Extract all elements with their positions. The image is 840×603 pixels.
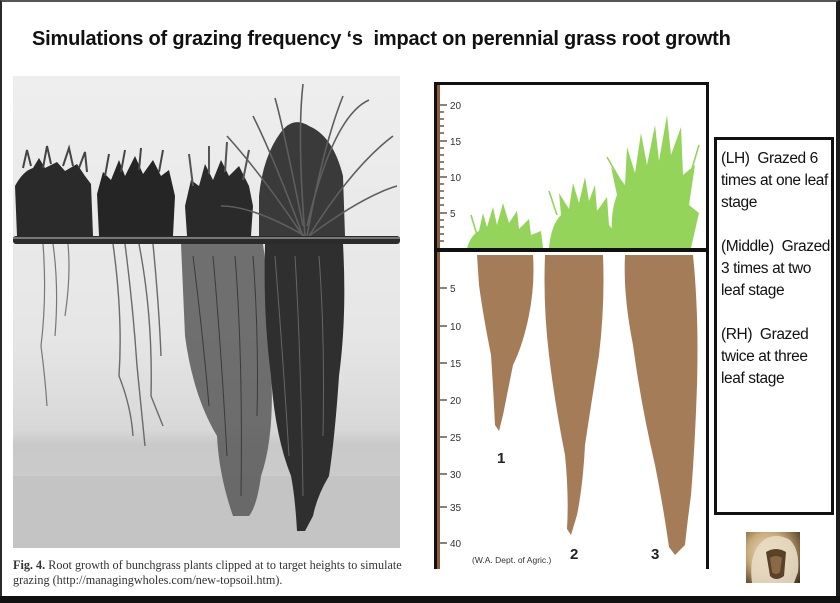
root-depth-illustration: 20 15 10 5 5 10 15 20 25 30 35 40 1 2 3 … — [434, 82, 709, 569]
plant-label-2: 2 — [570, 546, 578, 563]
tick-35-below: 35 — [450, 503, 462, 514]
bottom-bar — [0, 596, 840, 603]
figure-credit: (W.A. Dept. of Agric.) — [472, 555, 552, 565]
tick-40-below: 40 — [450, 539, 462, 550]
caption-label: Fig. 4. — [13, 558, 46, 572]
legend-item-middle: (Middle) Grazed 3 times at two leaf stag… — [721, 238, 834, 299]
tick-15-above: 15 — [450, 137, 462, 148]
tick-15-below: 15 — [450, 359, 462, 370]
legend-item-right: (RH) Grazed twice at three leaf stage — [721, 326, 813, 387]
plant-label-3: 3 — [651, 546, 659, 563]
tick-10-above: 10 — [450, 173, 462, 184]
slide-title: Simulations of grazing frequency ‘s impa… — [32, 28, 731, 50]
tick-20-below: 20 — [450, 396, 462, 407]
figure-caption: Fig. 4. Root growth of bunchgrass plants… — [13, 558, 413, 588]
grazing-legend: (LH) Grazed 6 times at one leaf stage (M… — [714, 137, 834, 515]
tick-25-below: 25 — [450, 433, 462, 444]
tick-10-below: 10 — [450, 322, 462, 333]
caption-text: Root growth of bunchgrass plants clipped… — [13, 558, 402, 587]
tick-20-above: 20 — [450, 101, 462, 112]
tick-5-above: 5 — [450, 209, 456, 220]
headdress-portrait — [746, 532, 800, 583]
root-growth-photo — [13, 76, 400, 548]
plant-label-1: 1 — [497, 450, 505, 467]
legend-item-left: (LH) Grazed 6 times at one leaf stage — [721, 150, 832, 211]
tick-30-below: 30 — [450, 470, 462, 481]
tick-5-below: 5 — [450, 284, 456, 295]
